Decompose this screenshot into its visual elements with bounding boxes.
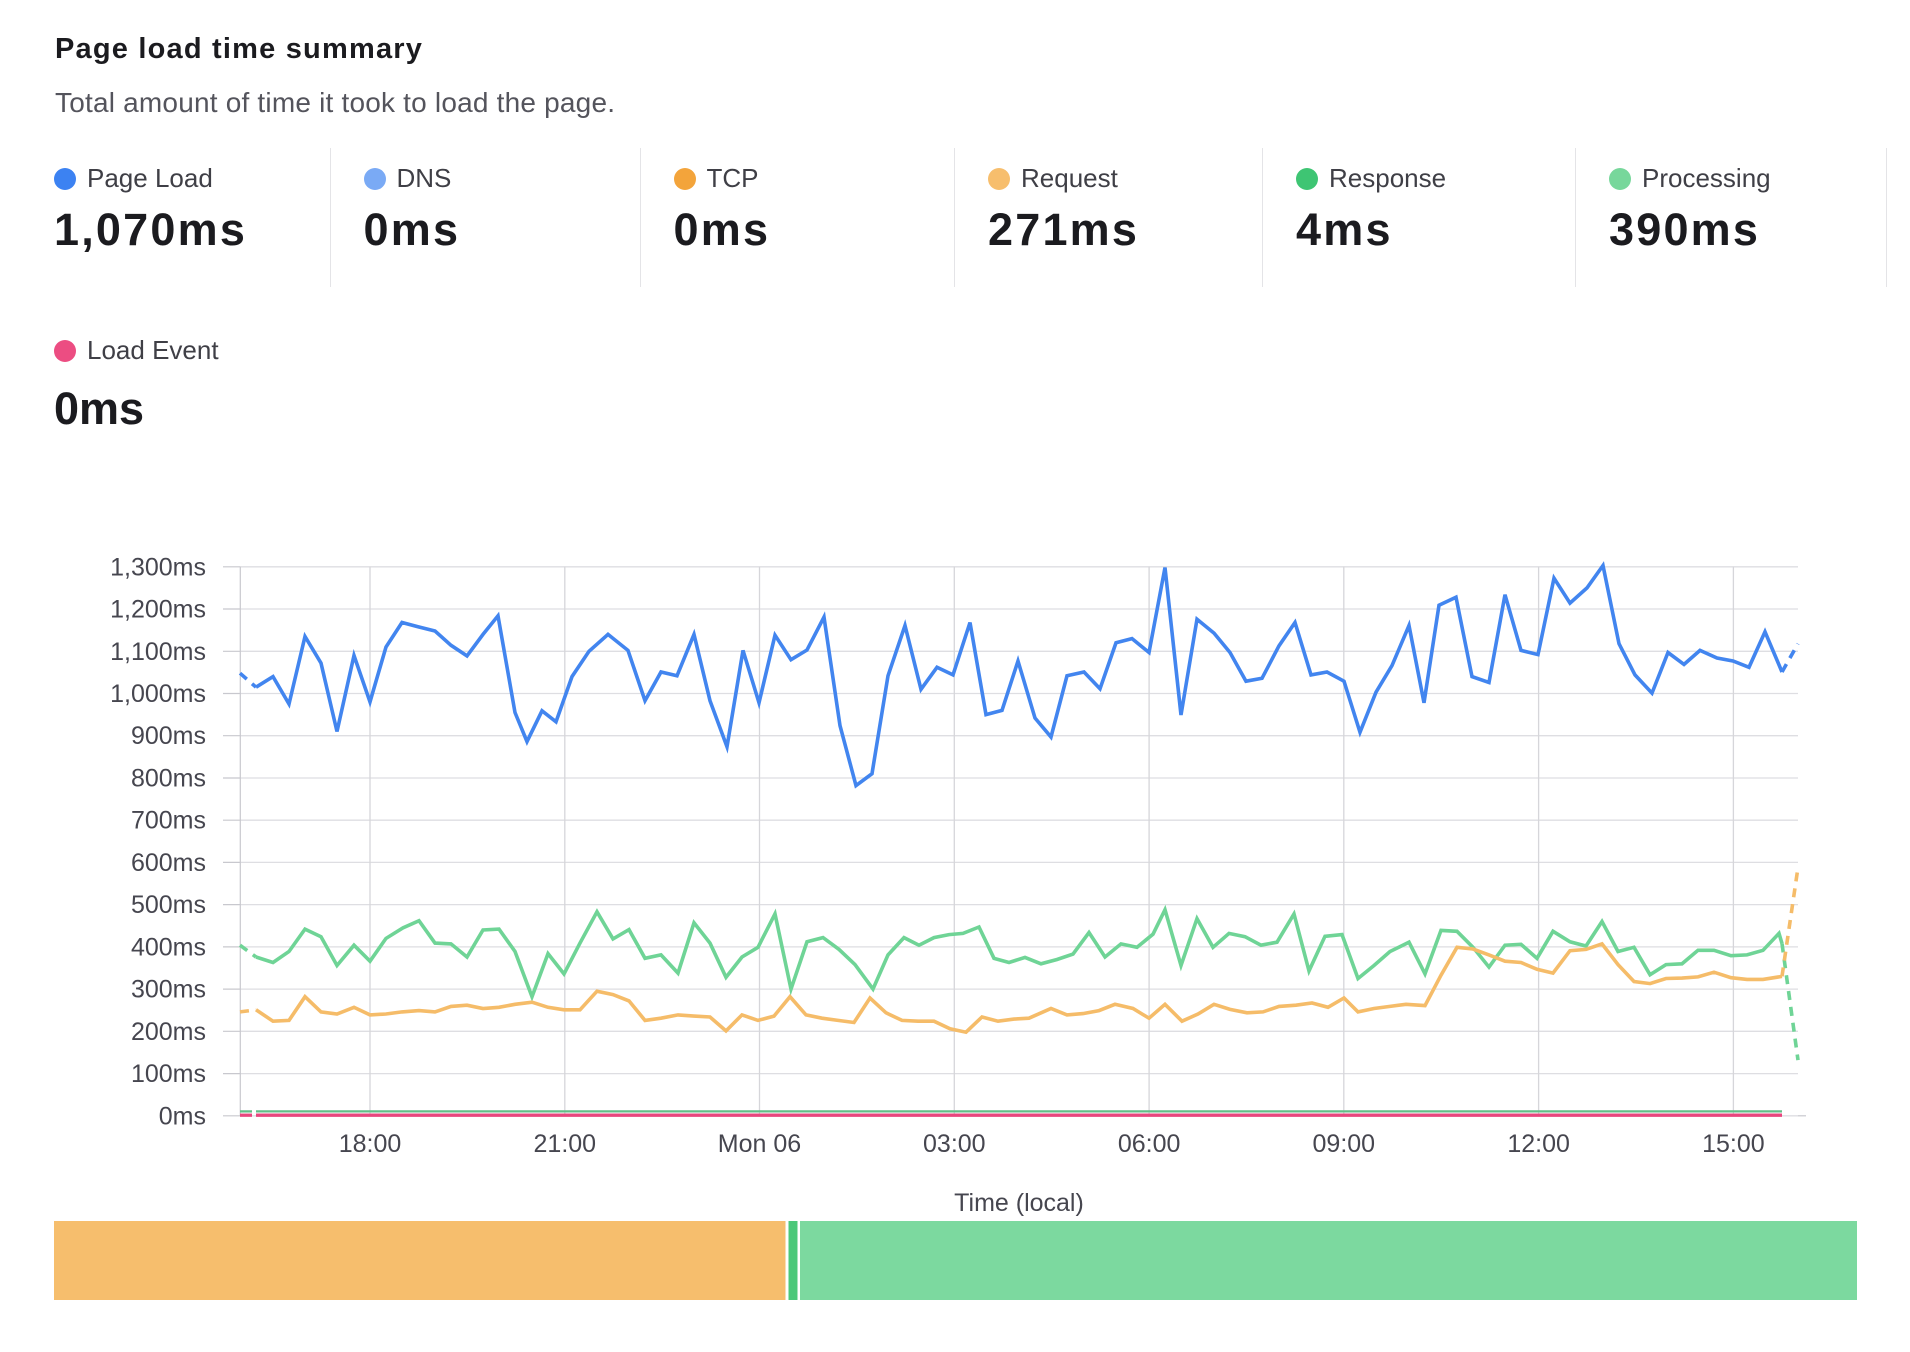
svg-text:0ms: 0ms [159,1102,206,1130]
svg-text:18:00: 18:00 [339,1130,402,1158]
svg-text:21:00: 21:00 [534,1130,597,1158]
svg-text:1,000ms: 1,000ms [110,680,206,708]
svg-text:03:00: 03:00 [923,1130,986,1158]
svg-text:1,300ms: 1,300ms [110,553,206,581]
svg-text:500ms: 500ms [131,891,206,919]
svg-text:200ms: 200ms [131,1018,206,1046]
svg-text:100ms: 100ms [131,1060,206,1088]
svg-text:400ms: 400ms [131,933,206,961]
svg-text:800ms: 800ms [131,765,206,793]
svg-text:700ms: 700ms [131,807,206,835]
svg-text:1,200ms: 1,200ms [110,596,206,624]
svg-text:300ms: 300ms [131,976,206,1004]
svg-text:Mon 06: Mon 06 [718,1130,801,1158]
svg-text:600ms: 600ms [131,849,206,877]
svg-text:09:00: 09:00 [1313,1130,1376,1158]
svg-text:12:00: 12:00 [1507,1130,1570,1158]
svg-text:06:00: 06:00 [1118,1130,1181,1158]
svg-text:900ms: 900ms [131,722,206,750]
svg-text:15:00: 15:00 [1702,1130,1765,1158]
svg-text:Time (local): Time (local) [954,1189,1084,1217]
svg-text:1,100ms: 1,100ms [110,638,206,666]
